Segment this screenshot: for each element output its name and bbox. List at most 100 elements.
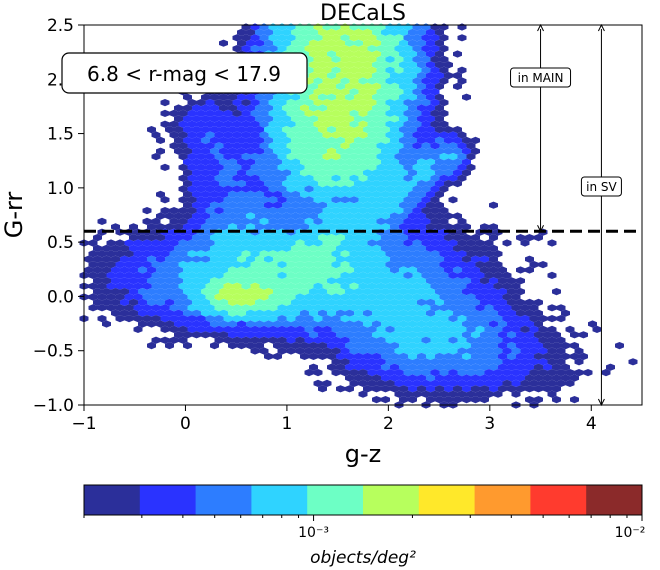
hexbin-cell (340, 271, 350, 279)
hexbin-cell (201, 147, 210, 155)
hexbin-cell (372, 212, 381, 220)
hexbin-cell (295, 185, 305, 193)
hexbin-cell (372, 72, 381, 80)
hexbin-cell (385, 142, 395, 150)
hexbin-cell (268, 153, 278, 161)
colorbar-cell (363, 485, 420, 515)
hexbin-cell (412, 142, 422, 150)
hexbin-cell (210, 158, 219, 166)
hexbin-cell (417, 180, 426, 188)
hexbin-cell (466, 239, 476, 247)
hexbin-cell (408, 190, 417, 198)
colorbar-ticks: 10⁻³ 10⁻² (83, 515, 645, 541)
hexbin-cell (273, 266, 282, 274)
hexbin-cell (196, 120, 206, 128)
hexbin-cell (462, 93, 471, 101)
hexbin-cell (345, 50, 354, 58)
hexbin-cell (363, 190, 372, 198)
hexbin-cell (376, 217, 386, 225)
hexbin-cell (394, 45, 404, 53)
hexbin-cell (228, 234, 237, 242)
hexbin-cell (205, 163, 215, 171)
hexbin-cell (286, 261, 296, 269)
x-axis-ticks: −1 0 1 2 3 4 (71, 405, 597, 434)
hexbin-cell (408, 266, 417, 274)
hexbin-cell (322, 55, 332, 63)
hexbin-cell (340, 196, 350, 204)
hexbin-cell (246, 190, 255, 198)
hexbin-cell (534, 234, 543, 242)
hexbin-cell (214, 99, 224, 107)
hexbin-cell (390, 136, 399, 144)
hexbin-cell (219, 147, 228, 155)
hexbin-cell (318, 28, 327, 36)
hexbin-cell (457, 217, 467, 225)
hexbin-cell (178, 196, 188, 204)
hexbin-cell (232, 261, 242, 269)
colorbar-cell (530, 485, 587, 515)
hexbin-cell (421, 142, 431, 150)
y-tick-label: 1.5 (47, 125, 74, 145)
hexbin-cell (340, 142, 350, 150)
hexbin-cell (219, 201, 228, 209)
hexbin-cell (237, 147, 246, 155)
hexbin-cell (282, 190, 291, 198)
hexbin-cell (372, 82, 381, 90)
hexbin-cell (300, 277, 309, 285)
hexbin-cell (322, 153, 332, 161)
hexbin-cell (448, 142, 458, 150)
hexbin-cell (237, 255, 246, 263)
hexbin-cell (430, 66, 440, 74)
hexbin-cell (156, 212, 165, 220)
hexbin-cell (403, 77, 413, 85)
hexbin-cell (358, 185, 368, 193)
hexbin-cell (435, 180, 444, 188)
hexbin-cell (268, 34, 278, 42)
hexbin-cell (421, 250, 431, 258)
hexbin-cell (205, 109, 215, 117)
hexbin-cell (160, 207, 170, 215)
hexbin-cell (417, 223, 426, 231)
hexbin-cell (223, 120, 233, 128)
hexbin-cell (277, 142, 287, 150)
hexbin-cell (381, 266, 390, 274)
hexbin-cell (237, 212, 246, 220)
hexbin-cell (489, 201, 498, 209)
hexbin-cell (349, 271, 359, 279)
hexbin-cell (295, 131, 305, 139)
hexbin-cell (277, 207, 287, 215)
hexbin-cell (444, 136, 453, 144)
hexbin-cell (250, 239, 260, 247)
hexbin-cell (381, 50, 390, 58)
hexbin-cell (354, 61, 363, 69)
hexbin-cell (439, 153, 449, 161)
hexbin-cell (381, 39, 390, 47)
hexbin-cell (376, 142, 386, 150)
hexbin-cell (426, 180, 435, 188)
hexbin-cell (250, 196, 260, 204)
hexbin-cell (381, 61, 390, 69)
hexbin-cell (358, 239, 368, 247)
hexbin-cell (421, 239, 431, 247)
hexbin-cell (174, 136, 183, 144)
hexbin-cell (340, 250, 350, 258)
hexbin-cell (138, 244, 147, 252)
hexbin-cell (439, 239, 449, 247)
hexbin-cell (282, 201, 291, 209)
hexbin-cell (327, 201, 336, 209)
hexbin-cell (525, 266, 534, 274)
hexbin-cell (390, 39, 399, 47)
hexbin-cell (228, 147, 237, 155)
hexbin-cell (448, 174, 458, 182)
hexbin-cell (394, 88, 404, 96)
hexbin-cell (349, 45, 359, 53)
hexbin-cell (430, 271, 440, 279)
hexbin-cell (354, 201, 363, 209)
hexbin-cell (219, 234, 228, 242)
hexbin-cell (318, 190, 327, 198)
hexbin-cell (376, 271, 386, 279)
hexbin-cell (331, 153, 341, 161)
hexbin-cell (201, 169, 210, 177)
hexbin-cell (282, 266, 291, 274)
hexbin-cell (282, 147, 291, 155)
